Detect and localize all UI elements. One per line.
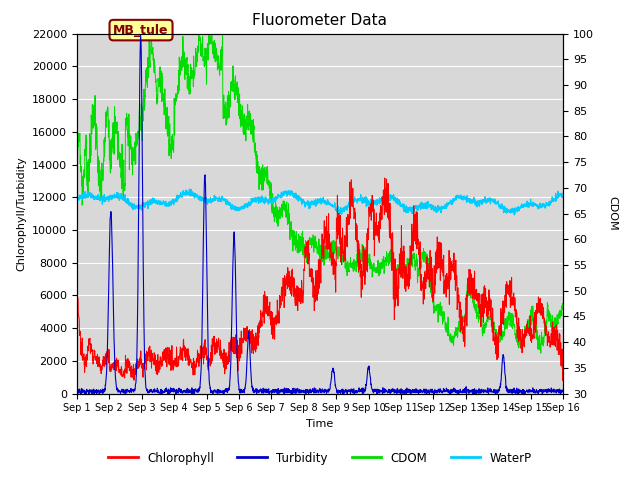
X-axis label: Time: Time [307,419,333,429]
Legend: Chlorophyll, Turbidity, CDOM, WaterP: Chlorophyll, Turbidity, CDOM, WaterP [103,447,537,469]
Y-axis label: Chlorophyll/Turbidity: Chlorophyll/Turbidity [16,156,26,271]
Title: Fluorometer Data: Fluorometer Data [253,13,387,28]
Y-axis label: CDOM: CDOM [608,196,618,231]
Text: MB_tule: MB_tule [113,24,169,36]
